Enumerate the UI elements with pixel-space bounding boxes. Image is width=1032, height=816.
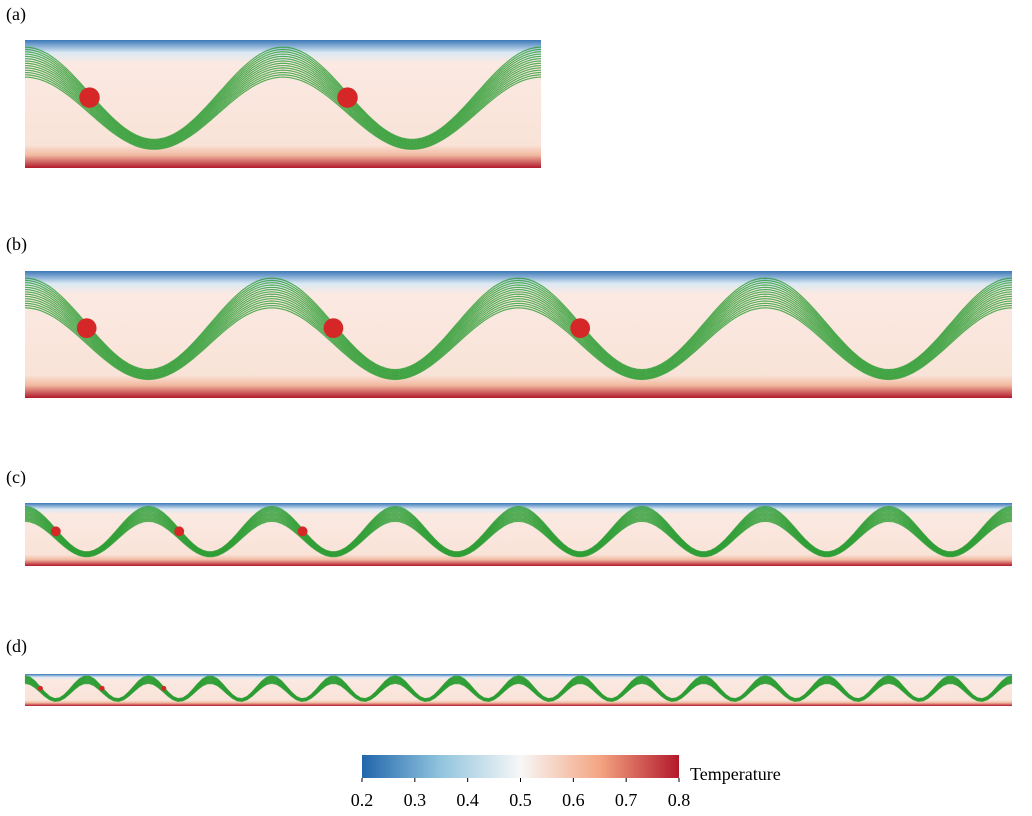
panel-label: (d)	[6, 636, 27, 657]
panel-label: (b)	[6, 234, 27, 255]
trajectory	[24, 298, 1013, 378]
trajectory	[24, 300, 1013, 378]
colorbar: Temperature 0.2 0.3 0.4 0.5 0.6 0.7 0.8	[351, 755, 781, 810]
trajectory	[24, 51, 542, 142]
panel-label: (c)	[6, 467, 26, 488]
trapped-trajectory	[79, 87, 100, 108]
trajectory	[24, 284, 1013, 373]
trajectory	[24, 277, 1013, 371]
trapped-trajectory	[161, 685, 167, 691]
panels: (a) (b) (c) (d)	[6, 4, 1013, 706]
colorbar-tick-label: 0.6	[562, 790, 585, 810]
trajectory	[24, 69, 542, 148]
colorbar-tick-label: 0.2	[351, 790, 374, 810]
trapped-trajectory	[570, 318, 591, 339]
panel-label: (a)	[6, 4, 26, 25]
trajectory	[24, 304, 1013, 380]
trajectory	[24, 58, 542, 144]
trajectory	[24, 67, 542, 147]
trajectory	[24, 291, 1013, 375]
trajectory	[24, 288, 1013, 375]
trajectory	[24, 62, 542, 146]
trajectory	[24, 282, 1013, 372]
trajectory	[24, 71, 542, 149]
colorbar-tick-label: 0.3	[404, 790, 427, 810]
trapped-trajectory	[337, 87, 358, 108]
trapped-trajectory	[76, 318, 97, 339]
trajectory	[24, 293, 1013, 376]
trapped-trajectory	[37, 685, 43, 691]
trajectory	[24, 286, 1013, 374]
trajectory	[24, 307, 1013, 381]
colorbar-label: Temperature	[690, 764, 781, 784]
trajectory	[24, 46, 542, 140]
colorbar-gradient	[362, 755, 679, 778]
trajectory	[24, 520, 1013, 558]
colorbar-tick-label: 0.4	[456, 790, 479, 810]
trapped-trajectory	[174, 526, 185, 537]
colorbar-tick-label: 0.8	[668, 790, 691, 810]
colorbar-tick-label: 0.7	[615, 790, 638, 810]
trajectory	[24, 53, 542, 143]
trajectory	[24, 682, 1013, 702]
colorbar-tick-label: 0.5	[509, 790, 532, 810]
trapped-trajectory	[323, 318, 344, 339]
trajectory	[24, 55, 542, 144]
trapped-trajectory	[297, 526, 308, 537]
trajectory	[24, 76, 542, 150]
trajectory	[24, 279, 1013, 371]
trapped-trajectory	[99, 685, 105, 691]
trajectory	[24, 74, 542, 150]
trajectory	[24, 64, 542, 147]
trajectory	[24, 48, 542, 141]
trajectory	[24, 295, 1013, 377]
trajectory	[24, 302, 1013, 379]
trajectory	[24, 60, 542, 145]
trapped-trajectory	[50, 526, 61, 537]
